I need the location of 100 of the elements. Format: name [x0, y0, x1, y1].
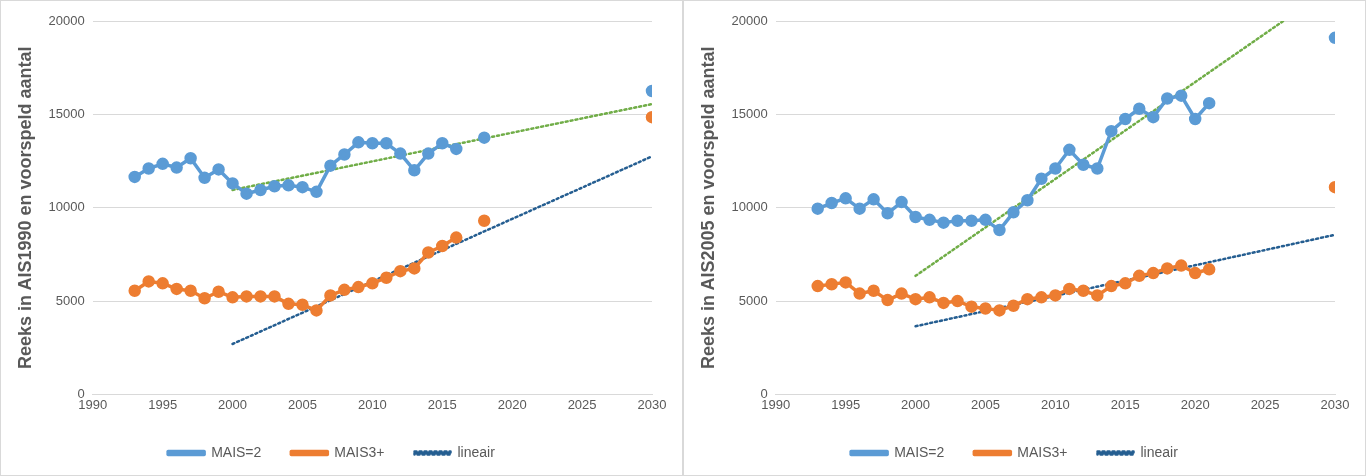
point: [1146, 110, 1160, 124]
point: [1007, 299, 1020, 312]
point: [951, 294, 964, 308]
point: [338, 148, 351, 161]
point: [254, 183, 267, 197]
point: [867, 284, 880, 298]
y-tick-label: 15000: [48, 105, 85, 121]
point: [198, 292, 211, 305]
point: [198, 171, 211, 185]
x-tick-label: 2030: [1320, 396, 1350, 412]
y-tick-label: 5000: [738, 292, 768, 308]
point: [142, 162, 155, 175]
point: [380, 271, 393, 284]
point: [895, 287, 908, 300]
point: [338, 283, 351, 297]
point: [909, 292, 922, 306]
point: [937, 216, 950, 229]
point: [1077, 284, 1090, 298]
y-axis-title: Reeks in AIS2005 en voorspeld aantal: [697, 46, 718, 369]
point: [352, 136, 365, 149]
point: [226, 177, 239, 190]
y-tick-label: 0: [77, 385, 85, 401]
point: [170, 161, 183, 174]
point: [1160, 262, 1174, 275]
point: [296, 180, 309, 194]
point: [296, 298, 309, 312]
x-tick-label: 2025: [567, 396, 597, 412]
point: [1174, 259, 1188, 272]
x-tick-label: 2005: [971, 396, 1000, 412]
point: [450, 231, 463, 244]
point: [268, 179, 281, 193]
x-tick-label: 2010: [1040, 396, 1070, 412]
point: [408, 164, 421, 177]
point: [979, 213, 992, 227]
point: [867, 193, 880, 206]
point: [436, 137, 449, 150]
point: [853, 202, 866, 215]
x-tick-label: 2010: [357, 396, 387, 412]
x-tick-label: 1995: [831, 396, 861, 412]
point: [965, 214, 978, 228]
point: [951, 214, 964, 228]
point: [1091, 162, 1104, 175]
point: [1091, 289, 1104, 302]
legend-label: MAIS3+: [334, 443, 385, 460]
point: [1035, 172, 1048, 186]
point: [839, 276, 852, 289]
point: [282, 297, 295, 311]
point: [1105, 279, 1118, 293]
point: [1049, 289, 1062, 302]
point: [310, 304, 323, 317]
point: [1202, 263, 1216, 276]
point: [1021, 292, 1034, 306]
point: [853, 287, 866, 300]
point: [1188, 266, 1202, 280]
point: [1119, 277, 1132, 290]
point: [324, 289, 337, 302]
point: [240, 187, 253, 200]
point: [450, 142, 463, 156]
x-tick-label: 2000: [901, 396, 931, 412]
point: [184, 284, 197, 298]
point: [156, 277, 169, 290]
point: [825, 196, 838, 210]
point: [1146, 266, 1160, 280]
point: [310, 185, 323, 199]
point: [170, 282, 183, 296]
point: [1063, 143, 1076, 157]
point: [324, 159, 337, 172]
y-tick-label: 10000: [48, 199, 85, 215]
point: [1007, 206, 1020, 219]
x-tick-label: 2020: [497, 396, 527, 412]
point: [923, 213, 936, 227]
point: [923, 291, 936, 304]
y-tick-label: 0: [760, 385, 768, 401]
point: [811, 279, 824, 293]
point: [1105, 124, 1118, 138]
x-tick-label: 2030: [637, 396, 667, 412]
point: [1063, 282, 1076, 296]
point: [128, 284, 141, 298]
point: [937, 296, 950, 310]
y-tick-label: 5000: [55, 292, 85, 308]
point: [212, 163, 225, 176]
point: [1049, 162, 1062, 175]
point: [895, 195, 908, 209]
point: [1133, 102, 1146, 115]
y-tick-label: 10000: [731, 199, 768, 215]
point: [394, 147, 407, 160]
point: [128, 170, 141, 184]
point: [1133, 269, 1146, 283]
point: [1035, 291, 1048, 304]
legend-label: MAIS=2: [211, 443, 262, 460]
point: [268, 290, 281, 303]
point: [240, 290, 253, 303]
point: [477, 214, 491, 228]
point: [380, 137, 393, 150]
point: [1021, 193, 1034, 207]
point: [422, 246, 435, 259]
point: [1077, 158, 1090, 172]
legend-label: lineair: [1140, 443, 1179, 460]
legend-label: MAIS3+: [1017, 443, 1068, 460]
y-tick-label: 20000: [48, 12, 85, 28]
